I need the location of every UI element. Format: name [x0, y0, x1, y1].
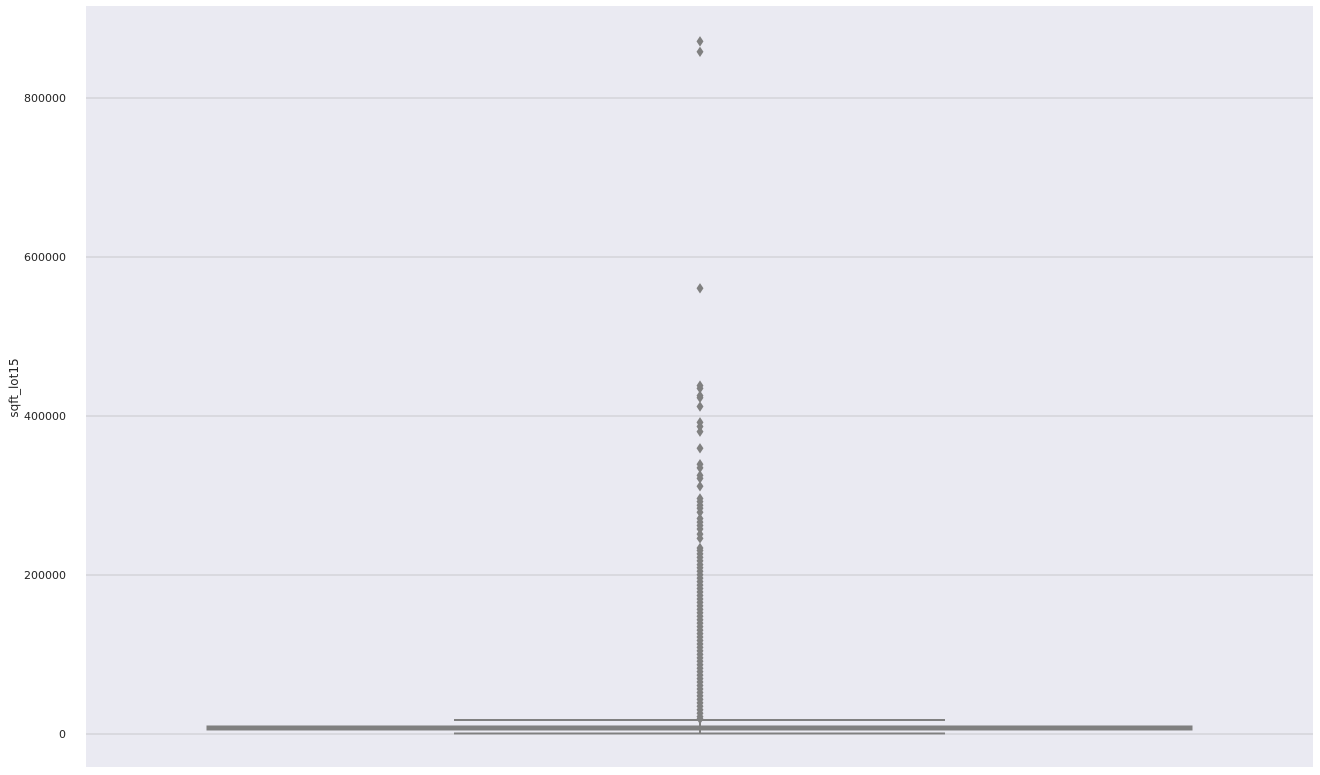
outlier-point: [696, 46, 704, 58]
y-tick-label: 800000: [24, 92, 66, 105]
y-tick-label: 200000: [24, 569, 66, 582]
outlier-point: [696, 283, 704, 294]
outlier-point: [696, 36, 704, 47]
y-axis-label: sqft_lot15: [7, 358, 21, 417]
outlier-points: [696, 36, 704, 725]
outlier-point: [696, 401, 704, 412]
y-tick-label: 0: [59, 728, 66, 741]
outlier-point: [696, 426, 704, 437]
y-tick-label: 600000: [24, 251, 66, 264]
outlier-point: [696, 481, 704, 492]
outlier-point: [696, 443, 704, 454]
y-tick-labels: 0 200000 400000 600000 800000: [24, 92, 66, 741]
y-tick-label: 400000: [24, 410, 66, 423]
outlier-point: [696, 713, 704, 725]
